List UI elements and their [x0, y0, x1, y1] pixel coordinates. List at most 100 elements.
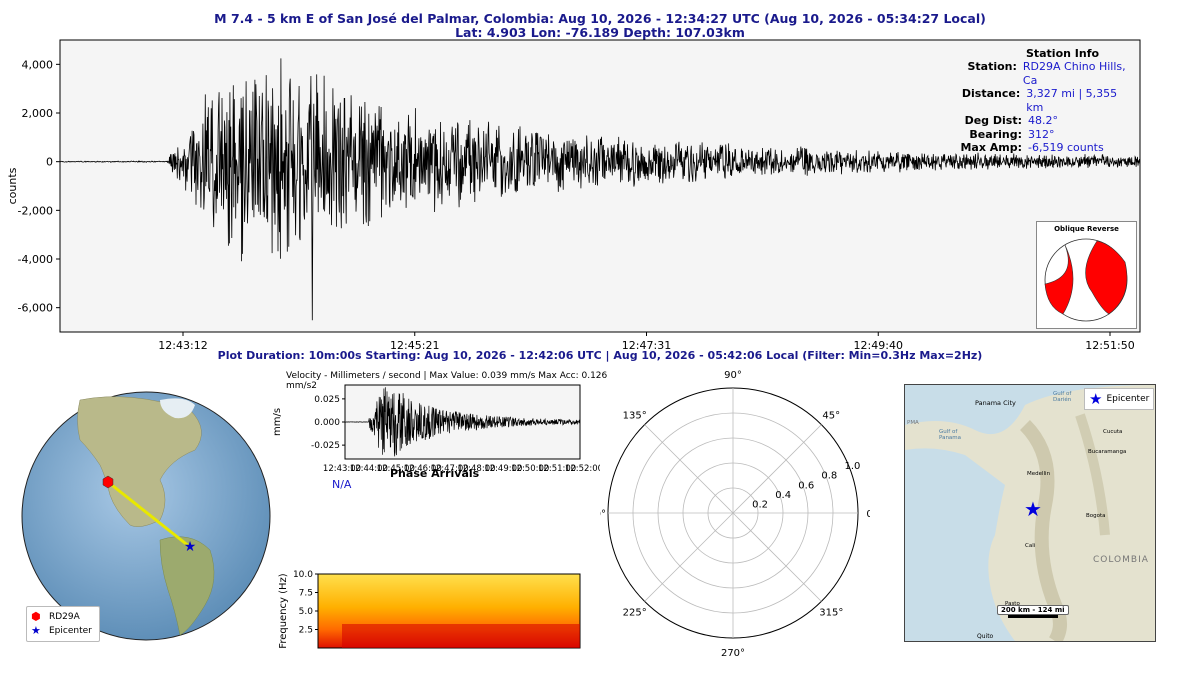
- north-america-land: [77, 396, 202, 527]
- place-gulf-darien: Gulf of Darién: [1053, 391, 1072, 403]
- polar-radial-label: 1.0: [844, 461, 860, 472]
- station-info-value: 3,327 mi | 5,355 km: [1026, 87, 1118, 114]
- blue-star-icon: ★: [1024, 497, 1042, 521]
- velocity-x-tick-label: 12:46:00: [404, 464, 442, 474]
- x-tick-label: 12:45:21: [390, 339, 439, 352]
- polar-spoke: [644, 424, 734, 514]
- y-tick-label: 0: [46, 156, 53, 169]
- station-info-label: Bearing:: [969, 127, 1022, 141]
- velocity-y-tick-label: 0.000: [314, 418, 340, 428]
- station-info-label: Distance:: [961, 87, 1021, 100]
- place-bogota: Bogota: [1086, 513, 1106, 519]
- station-info-row: Station: RD29A Chino Hills, Ca: [950, 60, 1135, 87]
- place-panama-city: Panama City: [975, 399, 1016, 407]
- seismogram-plot-area: [59, 39, 1141, 333]
- station-info-panel: Station Info Station: RD29A Chino Hills, …: [950, 47, 1135, 155]
- y-tick-label: -2,000: [18, 204, 53, 217]
- velocity-x-tick-label: 12:47:00: [430, 464, 468, 474]
- polar-chart: 0° 45° 90° 135° 180° 225° 270° 315° 0.2 0.4 0.6 0.8…: [600, 370, 870, 659]
- station-info-row: Deg Dist: 48.2°: [950, 114, 1135, 128]
- polar-angle-label: 315°: [819, 607, 843, 618]
- station-info-row: Max Amp: -6,519 counts: [950, 141, 1135, 155]
- velocity-x-tick-label: 12:49:00: [484, 464, 522, 474]
- place-bucaramanga: Bucaramanga: [1088, 449, 1127, 455]
- greenland-ice: [160, 398, 195, 419]
- polar-spoke: [644, 512, 734, 602]
- velocity-x-tick-label: 12:43:00: [323, 464, 361, 474]
- place-cali: Cali: [1025, 543, 1036, 549]
- red-hexagon-icon: ⬢: [31, 610, 41, 623]
- eastern-range: [1075, 413, 1110, 536]
- velocity-chart: 0.025 0.000 -0.025 12:43:0012:44:0012:45:0…: [272, 384, 600, 474]
- velocity-x-tick-label: 12:50:00: [511, 464, 549, 474]
- velocity-title: Velocity - Millimeters / second | Max Va…: [286, 371, 608, 391]
- x-tick-label: 12:49:40: [854, 339, 903, 352]
- velocity-ylabel: mm/s: [272, 408, 283, 436]
- legend-station-label: RD29A: [49, 611, 80, 622]
- phase-arrivals-label: Phase Arrivals: [390, 467, 480, 480]
- station-info-row: Distance: 3,327 mi | 5,355 km: [950, 87, 1135, 114]
- x-tick-label: 12:47:31: [622, 339, 671, 352]
- phase-arrivals-na: N/A: [332, 478, 352, 491]
- polar-angle-label: 45°: [822, 411, 840, 422]
- station-info-value: -6,519 counts: [1028, 141, 1104, 154]
- spectrogram-y-tick-label: 10.0: [293, 570, 313, 580]
- polar-angle-label: 270°: [721, 648, 745, 659]
- spectrogram-energy-band: [342, 624, 580, 648]
- spectrogram-y-tick-label: 7.5: [299, 589, 313, 599]
- x-tick-label: 12:43:12: [158, 339, 207, 352]
- station-info-label: Deg Dist:: [964, 114, 1022, 127]
- station-info-heading: Station Info: [1025, 47, 1100, 60]
- velocity-x-tick-label: 12:51:00: [538, 464, 576, 474]
- scale-bar: [1008, 614, 1058, 618]
- polar-radial-label: 0.2: [752, 499, 768, 510]
- station-info-value: 312°: [1028, 127, 1055, 141]
- south-america-land: [159, 536, 215, 636]
- blue-star-icon: ★: [1089, 390, 1103, 408]
- polar-spoke: [732, 424, 822, 514]
- polar-angle-label: 225°: [623, 607, 647, 618]
- focal-mechanism-box: Oblique Reverse: [1036, 221, 1137, 329]
- place-pasto: Pasto: [1005, 601, 1020, 607]
- region-map: Panama City Gulf of Darién Gulf of Panam…: [904, 384, 1156, 642]
- andes-range: [1019, 420, 1067, 641]
- polar-radial-label: 0.8: [821, 471, 837, 482]
- station-info-value: 48.2°: [1028, 114, 1058, 127]
- blue-star-icon: ★: [184, 539, 197, 555]
- polar-spoke: [732, 512, 822, 602]
- seismogram-ylabel: counts: [6, 167, 19, 204]
- y-tick-label: 2,000: [22, 107, 54, 120]
- place-gulf-panama: Gulf of Panama: [939, 429, 962, 441]
- place-medellin: Medellin: [1027, 471, 1051, 477]
- spectrogram-y-tick-label: 5.0: [299, 607, 314, 617]
- place-cucuta: Cucuta: [1103, 429, 1123, 435]
- y-tick-label: -6,000: [18, 302, 53, 315]
- blue-star-icon: ★: [31, 624, 41, 637]
- place-colombia: COLOMBIA: [1093, 555, 1149, 565]
- focal-mechanism-title: Oblique Reverse: [1054, 225, 1119, 233]
- velocity-y-tick-label: 0.025: [314, 395, 340, 405]
- spectrogram-ylabel: Frequency (Hz): [278, 573, 289, 649]
- polar-angle-label: 0°: [866, 509, 870, 520]
- polar-radial-label: 0.6: [798, 480, 814, 491]
- station-info-value: RD29A Chino Hills, Ca: [1022, 60, 1126, 87]
- station-info-label: Station:: [967, 60, 1017, 73]
- beachball-icon: [1044, 238, 1128, 322]
- velocity-x-tick-label: 12:48:00: [457, 464, 495, 474]
- polar-angle-label: 180°: [600, 509, 606, 520]
- globe-map: ★: [21, 391, 271, 641]
- x-tick-label: 12:51:50: [1085, 339, 1134, 352]
- velocity-x-tick-label: 12:44:00: [350, 464, 388, 474]
- page-subtitle: Lat: 4.903 Lon: -76.189 Depth: 107.03km: [455, 25, 745, 40]
- polar-angle-label: 135°: [623, 411, 647, 422]
- plot-duration-info: Plot Duration: 10m:00s Starting: Aug 10,…: [217, 349, 983, 362]
- spectrogram-y-tick-label: 2.5: [299, 626, 313, 636]
- legend-epicenter-label: Epicenter: [49, 625, 92, 636]
- polar-angle-label: 90°: [724, 370, 742, 381]
- polar-radial-label: 0.4: [775, 490, 791, 501]
- red-hexagon-icon: [102, 475, 114, 489]
- place-pma: PMA: [907, 420, 919, 426]
- velocity-x-tick-label: 12:52:00: [565, 464, 600, 474]
- velocity-trace: [344, 387, 581, 457]
